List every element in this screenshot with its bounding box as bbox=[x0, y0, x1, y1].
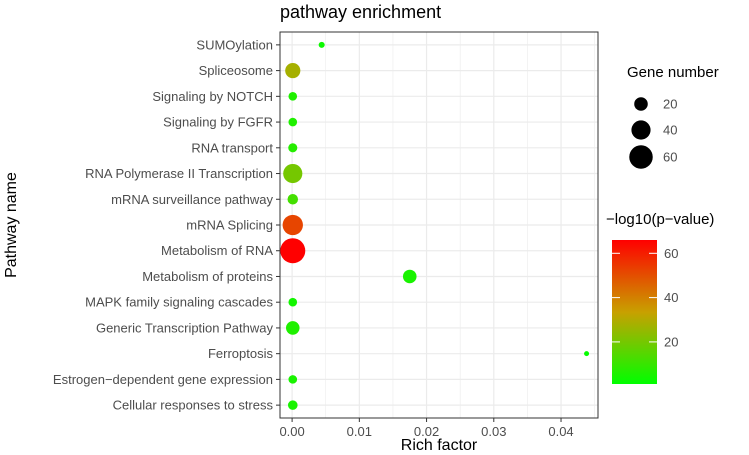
size-legend-items: 20 40 60 bbox=[629, 97, 677, 169]
y-tick-label: Generic Transcription Pathway bbox=[96, 320, 274, 335]
data-point bbox=[285, 63, 301, 79]
x-tick-label: 0.01 bbox=[347, 424, 372, 439]
size-legend-dot bbox=[631, 120, 651, 140]
size-legend: Gene number 20 40 60 bbox=[627, 64, 719, 169]
y-tick-label: Signaling by NOTCH bbox=[152, 89, 273, 104]
color-legend-label: 40 bbox=[664, 290, 678, 305]
y-tick-label: Ferroptosis bbox=[208, 346, 274, 361]
x-tick-label: 0.03 bbox=[481, 424, 506, 439]
color-legend-label: 20 bbox=[664, 334, 678, 349]
y-tick-label: Signaling by FGFR bbox=[163, 115, 273, 130]
y-tick-label: mRNA surveillance pathway bbox=[111, 192, 273, 207]
y-tick-label: MAPK family signaling cascades bbox=[85, 295, 273, 310]
color-legend-ticks: 20 40 60 bbox=[612, 246, 678, 349]
size-legend-dot bbox=[629, 145, 653, 169]
size-legend-label: 20 bbox=[663, 97, 677, 112]
y-tick-label: RNA transport bbox=[191, 140, 273, 155]
y-tick-label: mRNA Splicing bbox=[186, 218, 273, 233]
data-point bbox=[287, 400, 298, 410]
color-legend: −log10(p−value) 20 40 60 bbox=[606, 211, 714, 384]
data-point bbox=[285, 321, 300, 335]
color-legend-label: 60 bbox=[664, 246, 678, 261]
data-point bbox=[280, 238, 306, 264]
color-legend-title: −log10(p−value) bbox=[606, 211, 714, 228]
y-tick-label: SUMOylation bbox=[196, 37, 273, 52]
plot-grid bbox=[280, 32, 598, 418]
x-tick-label: 0.00 bbox=[279, 424, 304, 439]
y-axis-title: Pathway name bbox=[3, 172, 20, 278]
y-tick-label: RNA Polymerase II Transcription bbox=[85, 166, 273, 181]
size-legend-title: Gene number bbox=[627, 64, 719, 81]
x-tick-label: 0.02 bbox=[414, 424, 439, 439]
size-legend-label: 40 bbox=[663, 123, 677, 138]
size-legend-label: 60 bbox=[663, 150, 677, 165]
y-tick-label: Metabolism of RNA bbox=[161, 243, 273, 258]
chart-title: pathway enrichment bbox=[280, 2, 441, 22]
size-legend-dot bbox=[634, 97, 648, 111]
data-point bbox=[283, 163, 303, 184]
y-tick-label: Spliceosome bbox=[199, 63, 273, 78]
x-axis-title: Rich factor bbox=[401, 437, 478, 454]
y-tick-label: Cellular responses to stress bbox=[113, 398, 274, 413]
y-tick-label: Estrogen−dependent gene expression bbox=[53, 372, 273, 387]
y-axis-ticks: SUMOylation Spliceosome Signaling by NOTCH… bbox=[53, 37, 280, 413]
data-point bbox=[282, 214, 303, 236]
data-points bbox=[280, 41, 590, 410]
data-point bbox=[288, 117, 298, 127]
data-point bbox=[288, 375, 298, 384]
data-point bbox=[288, 297, 298, 307]
x-tick-label: 0.04 bbox=[548, 424, 573, 439]
data-point bbox=[318, 41, 325, 48]
x-axis-ticks: 0.00 0.01 0.02 0.03 0.04 bbox=[279, 418, 574, 439]
data-point bbox=[288, 143, 298, 153]
data-point bbox=[287, 194, 299, 205]
data-point bbox=[288, 92, 298, 101]
color-bar bbox=[612, 240, 657, 384]
data-point bbox=[402, 269, 417, 284]
y-tick-label: Metabolism of proteins bbox=[142, 269, 273, 284]
data-point bbox=[584, 351, 590, 357]
